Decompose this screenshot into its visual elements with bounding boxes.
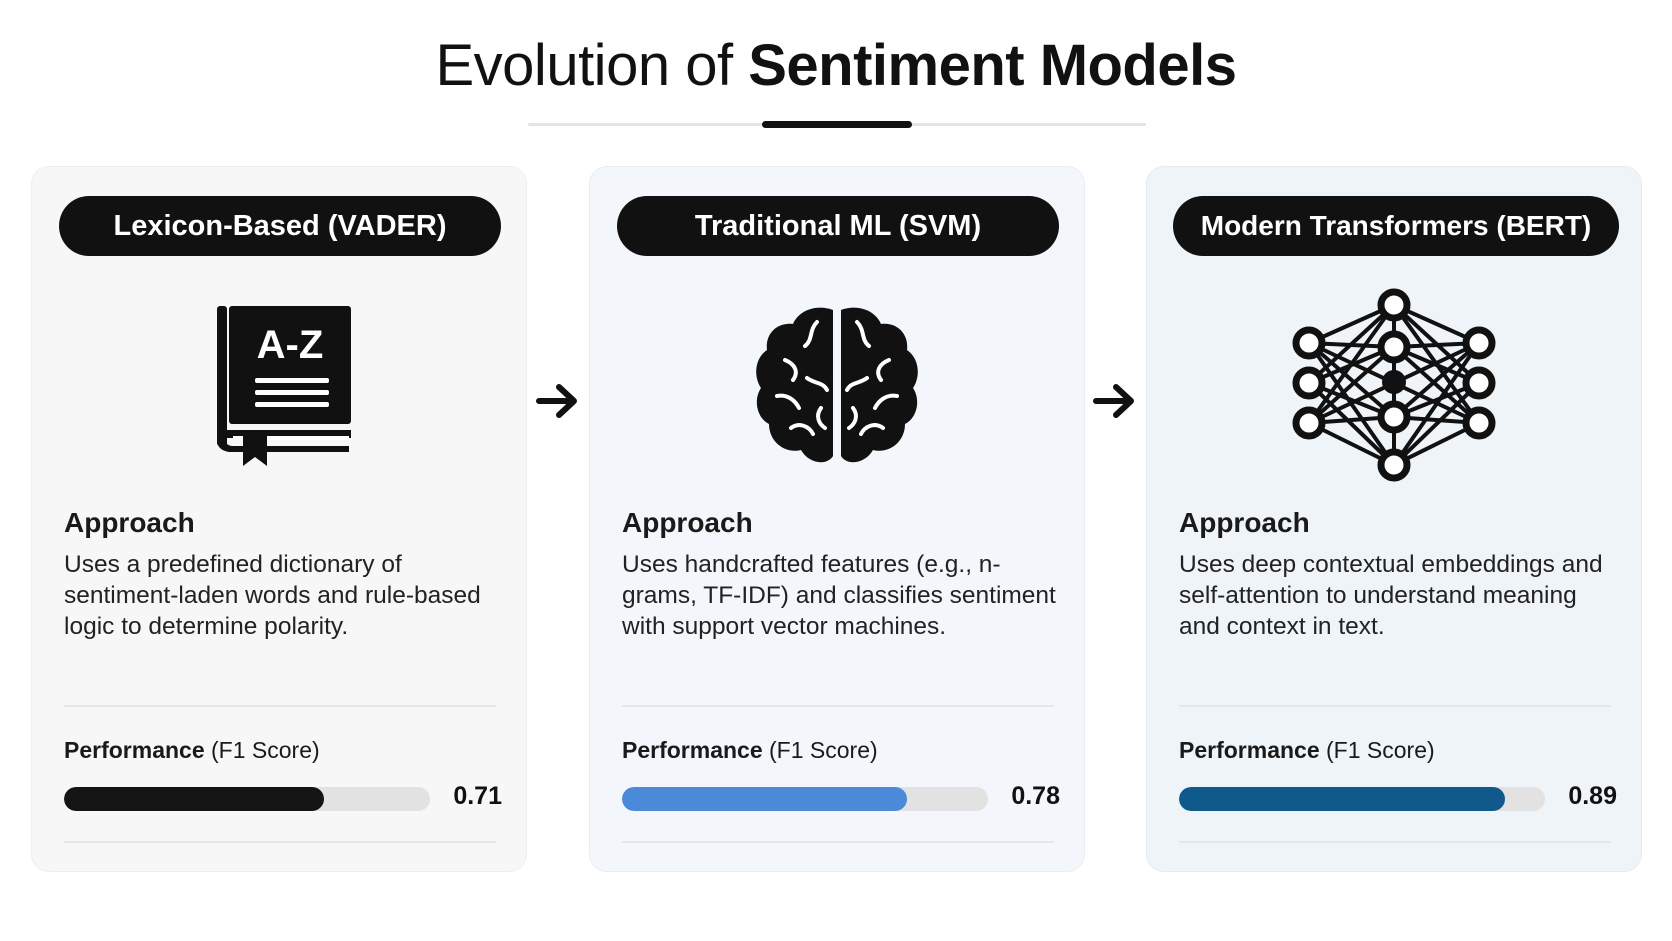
score-value: 0.71 [453, 782, 502, 810]
score-value: 0.78 [1011, 782, 1060, 810]
divider [622, 841, 1054, 843]
dictionary-book-icon: A-Z [217, 306, 351, 466]
title-underline-accent [762, 121, 912, 128]
performance-rest: (F1 Score) [762, 737, 878, 763]
divider [64, 705, 496, 707]
performance-bold: Performance [64, 737, 205, 763]
approach-text: Uses deep contextual embeddings and self… [1179, 551, 1603, 640]
performance-label: Performance (F1 Score) [622, 737, 878, 764]
performance-rest: (F1 Score) [1319, 737, 1435, 763]
icon-container: A-Z [32, 285, 526, 485]
divider [1179, 705, 1611, 707]
approach-heading: Approach [622, 507, 753, 538]
performance-bold: Performance [1179, 737, 1320, 763]
score-bar-track [1179, 787, 1545, 811]
performance-label: Performance (F1 Score) [1179, 737, 1435, 764]
brain-icon [756, 307, 918, 463]
arrow-right-icon [1093, 384, 1134, 418]
score-bar-fill [64, 787, 324, 811]
score-bar-fill [622, 787, 908, 811]
card-title: Traditional ML (SVM) [617, 196, 1059, 256]
neural-network-icon [1292, 288, 1496, 482]
icon-container [590, 285, 1084, 485]
page-title: Evolution of Sentiment Models [0, 28, 1672, 104]
divider [622, 705, 1054, 707]
divider [1179, 841, 1611, 843]
book-label: A-Z [257, 323, 324, 367]
divider [64, 841, 496, 843]
approach-text: Uses a predefined dictionary of sentimen… [64, 551, 481, 640]
score-bar-fill [1179, 787, 1505, 811]
approach-heading: Approach [64, 507, 195, 538]
card-title: Modern Transformers (BERT) [1173, 196, 1619, 256]
card-traditional-ml: Traditional ML (SVM) [589, 166, 1085, 872]
title-light: Evolution of [435, 33, 733, 98]
performance-label: Performance (F1 Score) [64, 737, 320, 764]
approach-text: Uses handcrafted features (e.g., n-grams… [622, 551, 1056, 640]
score-bar-track [622, 787, 988, 811]
title-bold: Sentiment Models [748, 33, 1237, 98]
card-transformers: Modern Transformers (BERT) [1146, 166, 1642, 872]
arrow-right-icon [536, 384, 577, 418]
performance-bold: Performance [622, 737, 763, 763]
card-title: Lexicon-Based (VADER) [59, 196, 501, 256]
performance-rest: (F1 Score) [204, 737, 320, 763]
icon-container [1147, 285, 1641, 485]
score-bar-track [64, 787, 430, 811]
approach-heading: Approach [1179, 507, 1310, 538]
score-value: 0.89 [1568, 782, 1617, 810]
card-lexicon: Lexicon-Based (VADER) A-Z Approach Uses … [31, 166, 527, 872]
